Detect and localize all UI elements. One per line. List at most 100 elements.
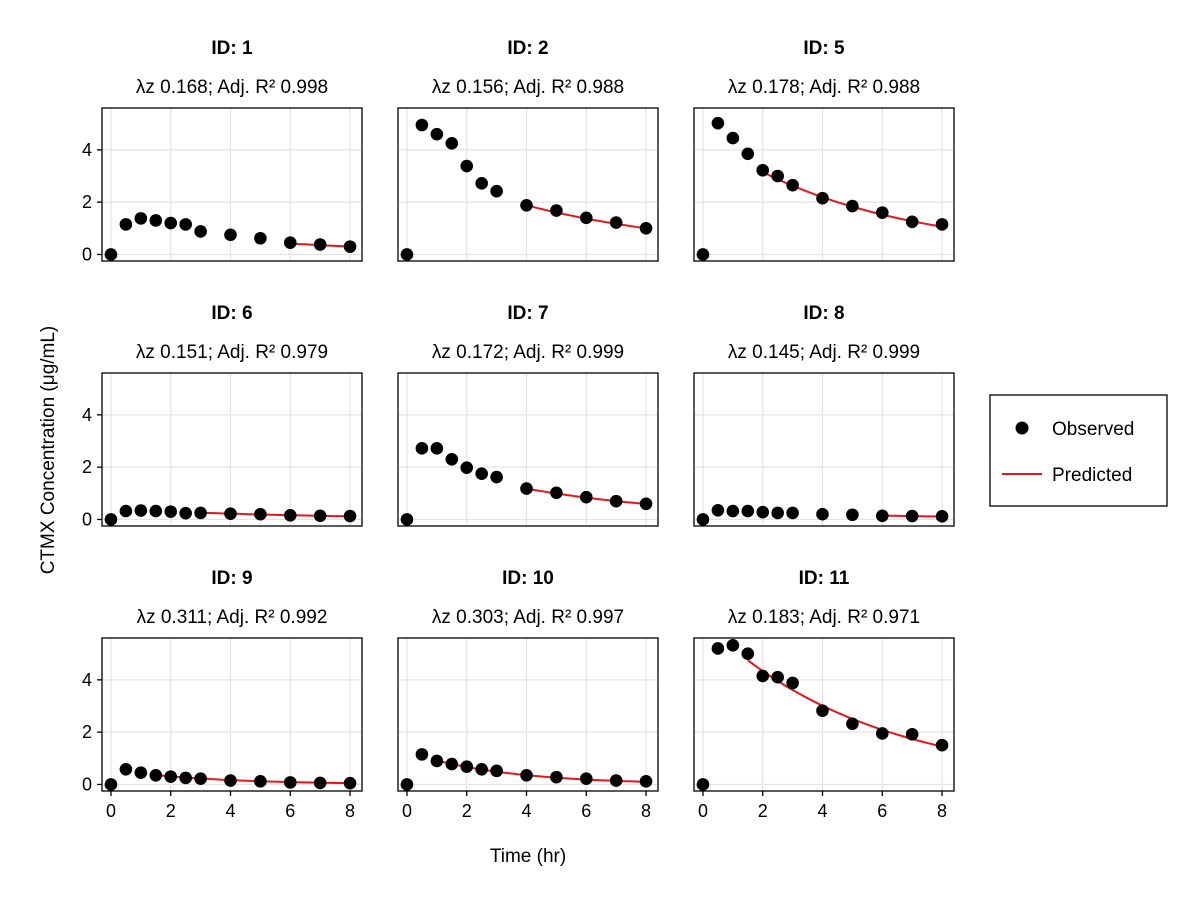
observed-point — [816, 191, 829, 205]
panel-1: ID: 1 λz 0.168; Adj. R² 0.998 0 2 4 — [82, 38, 363, 264]
panel-frame — [397, 107, 659, 262]
panel-subtitle: λz 0.183; Adj. R² 0.971 — [728, 607, 920, 628]
panel-subtitle: λz 0.151; Adj. R² 0.979 — [136, 342, 328, 363]
observed-point — [343, 509, 357, 523]
x-axis-label: Time (hr) — [490, 846, 566, 867]
observed-point — [696, 248, 710, 261]
observed-point — [104, 778, 118, 791]
observed-point — [134, 504, 148, 517]
observed-point — [343, 240, 357, 253]
observed-point — [119, 504, 133, 518]
observed-point — [726, 639, 740, 652]
observed-point — [254, 231, 267, 245]
observed-point — [771, 506, 784, 520]
observed-point — [254, 507, 267, 521]
observed-point — [579, 772, 593, 786]
y-tick-label: 2 — [82, 192, 92, 212]
panel-title: ID: 6 — [211, 303, 252, 324]
y-tick-label: 0 — [82, 774, 92, 794]
observed-point — [149, 769, 163, 782]
observed-point — [343, 776, 357, 790]
observed-point — [313, 509, 327, 523]
observed-point — [756, 163, 770, 177]
observed-point — [771, 169, 784, 183]
observed-point — [400, 513, 414, 526]
observed-point — [283, 236, 297, 249]
observed-point — [520, 769, 533, 782]
panel-3: ID: 5 λz 0.178; Adj. R² 0.988 — [693, 38, 955, 262]
observed-point — [134, 212, 148, 225]
observed-point — [194, 772, 207, 786]
observed-point — [490, 184, 503, 198]
observed-point — [935, 738, 949, 752]
observed-point — [609, 774, 623, 787]
observed-point — [550, 486, 563, 500]
panel-2: ID: 2 λz 0.156; Adj. R² 0.988 — [397, 38, 659, 262]
x-tick-label: 8 — [345, 801, 355, 821]
observed-point — [460, 760, 474, 773]
observed-point — [579, 211, 593, 225]
x-tick-label: 2 — [462, 801, 472, 821]
panel-title: ID: 7 — [507, 303, 548, 324]
panel-title: ID: 2 — [507, 38, 548, 59]
panel-title: ID: 5 — [803, 38, 845, 59]
observed-point — [639, 222, 653, 235]
panel-9: ID: 11 λz 0.183; Adj. R² 0.971 0 2 4 6 8 — [693, 568, 955, 821]
x-tick-label: 6 — [877, 801, 887, 821]
observed-point — [875, 727, 889, 740]
observed-point — [696, 513, 710, 526]
legend-observed-label: Observed — [1052, 419, 1134, 440]
panels-group: ID: 1 λz 0.168; Adj. R² 0.998 0 2 4 ID: 2 λz 0… — [82, 38, 955, 821]
observed-point — [119, 218, 133, 231]
observed-point — [179, 771, 192, 785]
observed-point — [445, 757, 459, 771]
observed-point — [846, 717, 859, 731]
observed-point — [164, 505, 178, 518]
x-tick-label: 8 — [937, 801, 947, 821]
legend-box — [989, 394, 1168, 507]
y-axis-label: CTMX Concentration (μg/mL) — [38, 326, 59, 575]
panel-frame — [693, 372, 955, 527]
panel-subtitle: λz 0.178; Adj. R² 0.988 — [728, 77, 920, 98]
observed-point — [460, 461, 474, 474]
panel-title: ID: 9 — [211, 568, 252, 589]
observed-point — [415, 748, 429, 761]
observed-point — [696, 778, 710, 791]
observed-point — [639, 497, 653, 511]
observed-point — [179, 506, 192, 520]
observed-point — [490, 764, 503, 778]
observed-point — [179, 218, 192, 231]
observed-point — [445, 137, 459, 150]
observed-point — [550, 770, 563, 784]
observed-point — [711, 504, 725, 517]
observed-point — [104, 513, 118, 526]
observed-point — [400, 248, 414, 261]
observed-point — [846, 508, 859, 522]
observed-point — [490, 470, 503, 484]
x-tick-label: 4 — [817, 801, 827, 821]
x-tick-label: 2 — [166, 801, 176, 821]
observed-point — [846, 199, 859, 213]
observed-point — [726, 131, 740, 145]
observed-point — [104, 248, 118, 261]
observed-point — [164, 216, 178, 230]
legend-predicted-label: Predicted — [1052, 465, 1132, 486]
observed-point — [313, 776, 327, 790]
panel-subtitle: λz 0.145; Adj. R² 0.999 — [728, 342, 920, 363]
observed-point — [741, 647, 755, 660]
observed-point — [430, 442, 444, 455]
observed-point — [816, 507, 829, 521]
observed-point — [194, 225, 207, 238]
observed-point — [875, 509, 889, 523]
panel-7: ID: 9 λz 0.311; Adj. R² 0.992 0 2 4 0 2 4 6 8 — [82, 568, 363, 821]
panel-frame — [397, 637, 659, 792]
observed-point — [283, 508, 297, 522]
panel-5: ID: 7 λz 0.172; Adj. R² 0.999 — [397, 303, 659, 527]
observed-point — [313, 238, 327, 251]
observed-point — [430, 754, 444, 768]
x-tick-label: 2 — [758, 801, 768, 821]
panel-title: ID: 8 — [803, 303, 844, 324]
y-tick-label: 0 — [82, 509, 92, 529]
x-tick-label: 6 — [581, 801, 591, 821]
